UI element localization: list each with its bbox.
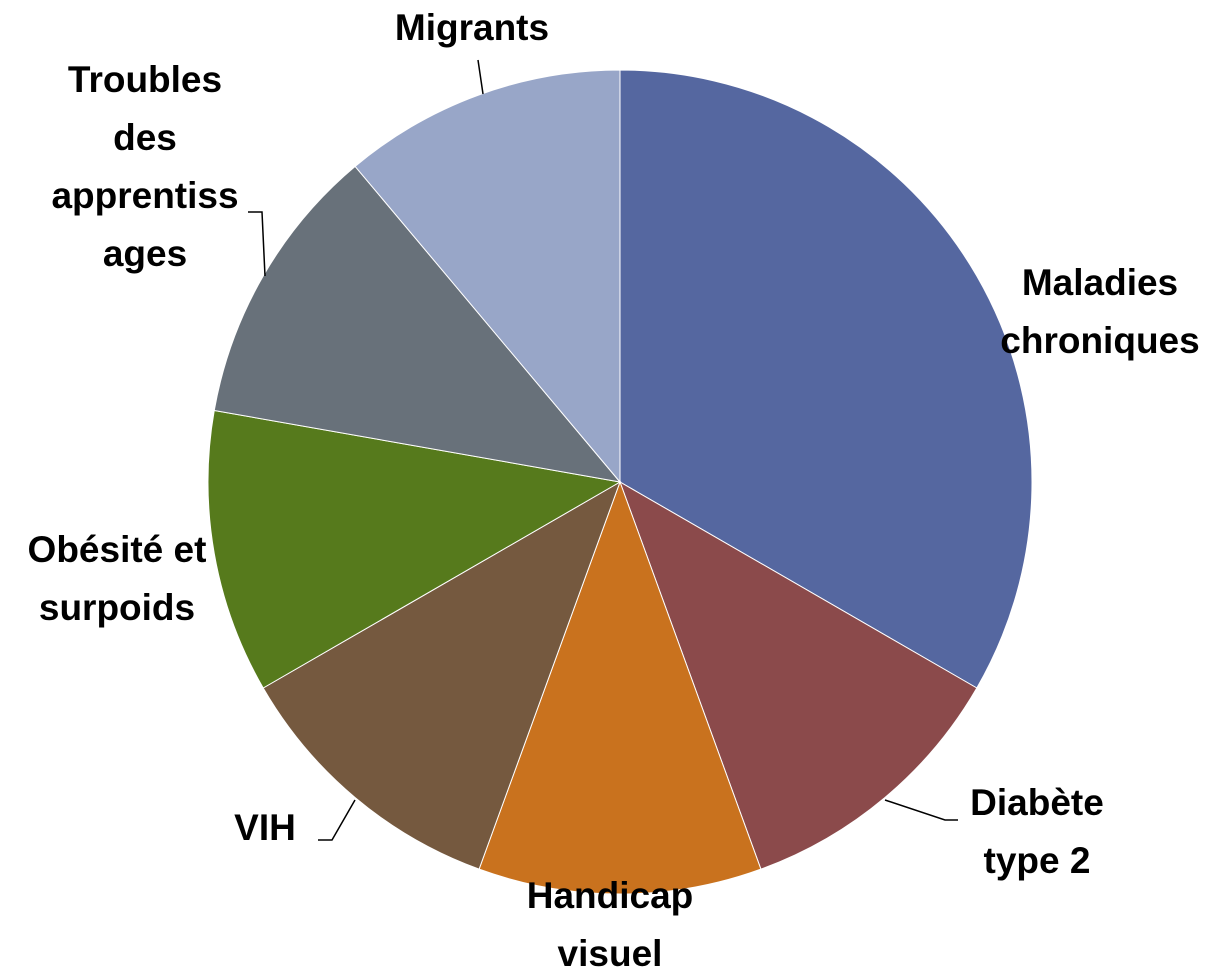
pie-slice (619, 480, 978, 870)
pie-slice (478, 480, 762, 895)
pie-slice (213, 165, 622, 483)
slice-label: Maladies chroniques (1000, 262, 1199, 361)
leader-line (884, 799, 958, 821)
leader-line (248, 211, 266, 277)
pie-slice (619, 69, 1033, 689)
slice-label: Obésité et surpoids (28, 529, 207, 628)
slice-label: Handicap visuel (527, 875, 694, 973)
pie-slice (354, 69, 621, 484)
pie-slice (262, 480, 621, 870)
leader-line (318, 799, 356, 841)
pie-slice (207, 409, 622, 689)
slice-label: VIH (234, 807, 296, 848)
slice-label: Migrants (395, 7, 549, 48)
leader-line (477, 59, 484, 95)
leader-lines (248, 59, 958, 841)
slice-label: Troubles des apprentiss ages (51, 59, 238, 274)
slice-label: Diabète type 2 (970, 782, 1104, 881)
pie (207, 69, 1033, 895)
